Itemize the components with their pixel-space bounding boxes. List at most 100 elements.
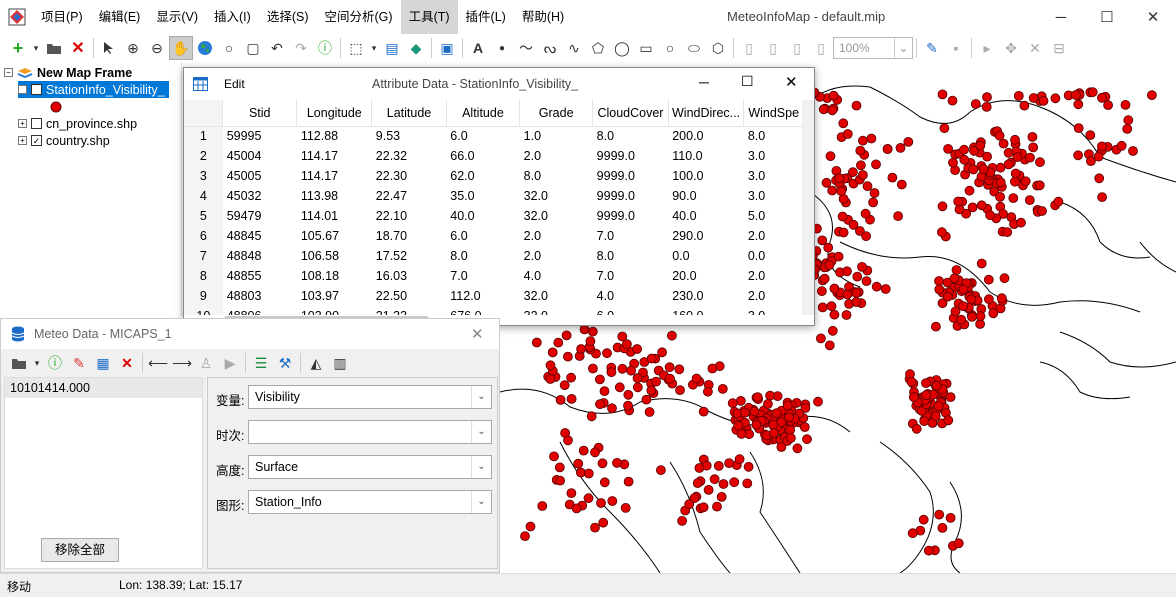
- table-row[interactable]: 6 48845 105.67 18.70 6.0 2.0 7.0 290.0 2.0: [184, 226, 804, 246]
- picture-icon[interactable]: ▣: [440, 39, 454, 56]
- edit-select-icon[interactable]: ▸: [983, 39, 991, 56]
- view-data-table-icon[interactable]: ▦: [96, 354, 110, 371]
- info-icon[interactable]: ⓘ: [318, 40, 332, 56]
- layer-item-cn-province[interactable]: + cn_province.shp: [18, 115, 137, 132]
- graphic-type-select[interactable]: Station_Info ⌄: [248, 490, 492, 514]
- open-folder-icon[interactable]: [42, 36, 66, 60]
- remove-layer-icon[interactable]: ✕: [71, 40, 85, 57]
- open-data-icon[interactable]: [7, 351, 31, 375]
- attribute-grid[interactable]: Stid Longitude Latitude Altitude Grade CloudC…: [184, 100, 804, 315]
- expand-toggle-icon[interactable]: +: [18, 136, 27, 145]
- menu-item[interactable]: 选择(S): [266, 10, 309, 24]
- layer-item-country[interactable]: + ✓ country.shp: [18, 132, 110, 149]
- save-edits-icon[interactable]: ▪: [953, 40, 959, 56]
- data-info-icon[interactable]: ⓘ: [48, 355, 62, 371]
- curve-tool-icon[interactable]: ∿: [568, 39, 580, 56]
- zoom-rect-icon[interactable]: ▢: [246, 39, 260, 56]
- freehand-tool-icon[interactable]: ᔓ: [543, 39, 557, 56]
- add-dropdown-icon[interactable]: ▾: [33, 42, 39, 53]
- rectangle-tool-icon[interactable]: ▭: [639, 39, 653, 56]
- layer-checkbox[interactable]: ✓: [31, 135, 42, 146]
- close-button[interactable]: ✕: [471, 326, 484, 343]
- maximize-button[interactable]: ☐: [1100, 9, 1114, 26]
- full-extent-globe-icon[interactable]: [193, 36, 217, 60]
- edit-menu[interactable]: Edit: [224, 77, 245, 91]
- polyline-tool-icon[interactable]: 〜: [519, 40, 533, 56]
- chevron-down-icon[interactable]: ⌄: [894, 38, 912, 58]
- chevron-down-icon[interactable]: ⌄: [471, 491, 491, 513]
- column-header[interactable]: Latitude: [371, 100, 447, 127]
- map-frame-node[interactable]: − New Map Frame: [4, 64, 132, 81]
- zoom-combobox[interactable]: 100% ⌄: [833, 37, 913, 59]
- close-button[interactable]: ✕: [1146, 9, 1160, 26]
- column-header[interactable]: WindDirec...: [668, 100, 745, 127]
- delete-feature-icon[interactable]: ✕: [1029, 39, 1041, 56]
- polygon-tool-icon[interactable]: ⬠: [591, 39, 605, 56]
- chart-bar-icon[interactable]: ▥: [333, 354, 347, 371]
- identify-search-icon[interactable]: ○: [224, 40, 234, 56]
- pan-hand-icon[interactable]: ✋: [169, 36, 193, 60]
- table-row[interactable]: 2 45004 114.17 22.32 66.0 2.0 9999.0 110.0 3.0: [184, 146, 804, 166]
- new-layout-icon[interactable]: ▯: [745, 39, 753, 56]
- zoom-in-icon[interactable]: ⊕: [127, 39, 139, 56]
- column-header[interactable]: CloudCover: [592, 100, 669, 127]
- redo-icon[interactable]: ↷: [295, 39, 307, 56]
- table-row[interactable]: 3 45005 114.17 22.30 62.0 8.0 9999.0 100.0 3.0: [184, 166, 804, 186]
- text-tool-icon[interactable]: A: [472, 40, 484, 56]
- page-setup-icon[interactable]: ▯: [769, 39, 777, 56]
- menu-item[interactable]: 插入(I): [214, 10, 251, 24]
- table-row[interactable]: 9 48803 103.97 22.50 112.0 32.0 4.0 230.0 2.0: [184, 286, 804, 306]
- chart-area-icon[interactable]: ◭: [310, 354, 322, 371]
- column-header[interactable]: Grade: [519, 100, 594, 127]
- fit-page-icon[interactable]: ▯: [817, 39, 825, 56]
- menu-item[interactable]: 空间分析(G): [324, 10, 393, 24]
- column-header[interactable]: WindSpe: [743, 100, 804, 127]
- menu-item[interactable]: 项目(P): [41, 10, 83, 24]
- column-header[interactable]: Altitude: [446, 100, 521, 127]
- circle-tool-icon[interactable]: ○: [665, 40, 675, 56]
- edit-pencil-icon[interactable]: ✎: [926, 39, 938, 56]
- layer-checkbox[interactable]: ✓: [31, 84, 42, 95]
- chevron-down-icon[interactable]: ⌄: [471, 421, 491, 443]
- layer-item-stationinfo[interactable]: − ✓ StationInfo_Visibility_: [18, 81, 169, 98]
- close-button[interactable]: ✕: [785, 74, 798, 91]
- table-row[interactable]: 1048806103.9021.33676.032.06.0160.03.0: [184, 306, 804, 315]
- previous-icon[interactable]: ⟵: [147, 354, 169, 371]
- zoom-out-icon[interactable]: ⊖: [151, 39, 163, 56]
- label-tag-icon[interactable]: ◆: [410, 39, 422, 56]
- draw-plot-icon[interactable]: ✎: [73, 354, 85, 371]
- menu-item[interactable]: 工具(T): [400, 0, 458, 34]
- next-icon[interactable]: ⟶: [171, 354, 193, 371]
- table-row[interactable]: 8 48855 108.18 16.03 7.0 4.0 7.0 20.0 2.0: [184, 266, 804, 286]
- menu-item[interactable]: 编辑(E): [98, 10, 141, 24]
- minimize-button[interactable]: ─: [1055, 8, 1067, 26]
- chevron-down-icon[interactable]: ⌄: [471, 456, 491, 478]
- column-header[interactable]: Stid: [222, 100, 298, 127]
- layer-checkbox[interactable]: [31, 118, 42, 129]
- data-file-list[interactable]: 10101414.000: [4, 377, 203, 569]
- menu-item[interactable]: 显示(V): [156, 10, 199, 24]
- collapse-toggle-icon[interactable]: −: [4, 68, 13, 77]
- select-dropdown-icon[interactable]: ▾: [371, 42, 377, 53]
- undo-icon[interactable]: ↶: [271, 39, 283, 56]
- list-view-icon[interactable]: ☰: [254, 354, 268, 371]
- move-feature-icon[interactable]: ✥: [1005, 39, 1017, 56]
- animate-runner-icon[interactable]: ♙: [199, 354, 213, 371]
- select-arrow-icon[interactable]: [97, 36, 121, 60]
- expand-toggle-icon[interactable]: +: [18, 119, 27, 128]
- attribute-table-icon[interactable]: ▤: [385, 39, 399, 56]
- column-header[interactable]: Longitude: [296, 100, 373, 127]
- edit-vertices-icon[interactable]: ⬡: [711, 39, 725, 56]
- add-layer-icon[interactable]: +: [12, 37, 24, 58]
- point-tool-icon[interactable]: ●: [498, 42, 506, 54]
- menu-item[interactable]: 帮助(H): [521, 10, 565, 24]
- time-select[interactable]: ⌄: [248, 420, 492, 444]
- tools-icon[interactable]: ⚒: [278, 354, 292, 371]
- list-item[interactable]: 10101414.000: [5, 378, 202, 398]
- create-animation-icon[interactable]: ▶: [224, 354, 236, 371]
- menu-item[interactable]: 插件(L): [465, 10, 506, 24]
- select-features-icon[interactable]: ⬚: [349, 39, 363, 56]
- page-layout-icon[interactable]: ▯: [793, 39, 801, 56]
- table-row[interactable]: 4 45032 113.98 22.47 35.0 32.0 9999.0 90.0 3.0: [184, 186, 804, 206]
- maximize-button[interactable]: ☐: [741, 73, 754, 89]
